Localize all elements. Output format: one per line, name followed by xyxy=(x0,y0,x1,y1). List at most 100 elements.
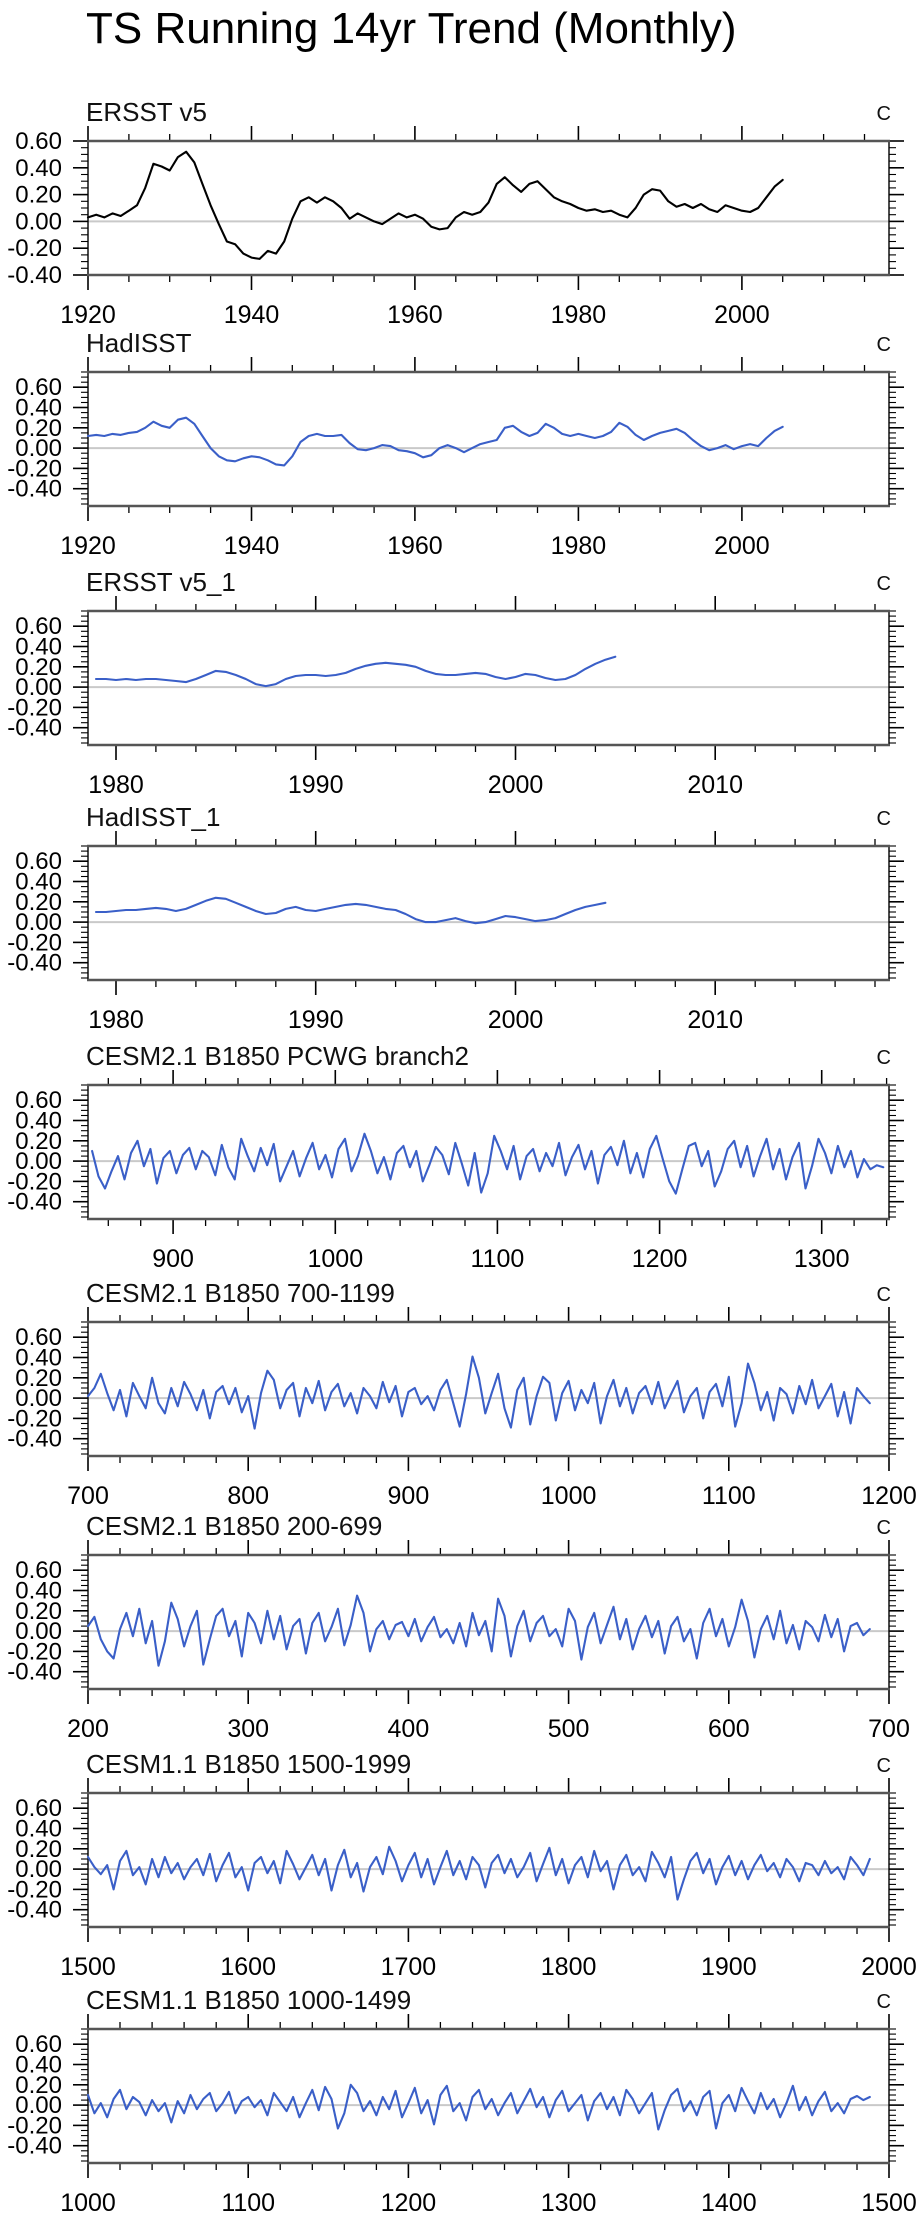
svg-text:-0.20: -0.20 xyxy=(7,929,62,956)
svg-text:1980: 1980 xyxy=(551,301,607,329)
svg-text:-0.40: -0.40 xyxy=(7,476,62,503)
panel-hadisst-1: HadISST_1 C 1980 1990 2000 2010 0.60 0.40 0.20… xyxy=(0,802,921,1038)
unit-label: C xyxy=(876,1517,891,1539)
svg-text:1980: 1980 xyxy=(551,532,607,560)
svg-text:0.00: 0.00 xyxy=(15,435,62,462)
svg-text:-0.20: -0.20 xyxy=(7,694,62,721)
panel-ersst-v5: ERSST v5 C 1920 1940 1960 1980 2000 0.60 0.40 0… xyxy=(0,97,921,333)
svg-text:0.40: 0.40 xyxy=(15,2052,62,2079)
svg-text:1500: 1500 xyxy=(60,1953,116,1981)
panel-title: CESM2.1 B1850 700-1199 xyxy=(86,1278,395,1308)
svg-text:-0.20: -0.20 xyxy=(7,2112,62,2139)
svg-text:1000: 1000 xyxy=(60,2189,116,2217)
svg-text:0.20: 0.20 xyxy=(15,1836,62,1863)
svg-text:0.00: 0.00 xyxy=(15,2092,62,2119)
svg-text:-0.20: -0.20 xyxy=(7,455,62,482)
plot-cesm11-1000-1499: 1000 1100 1200 1300 1400 1500 0.600.400.200.00… xyxy=(7,2014,917,2217)
svg-text:0.20: 0.20 xyxy=(15,1365,62,1392)
unit-label: C xyxy=(876,103,891,125)
svg-text:1980: 1980 xyxy=(88,771,144,799)
svg-text:1100: 1100 xyxy=(221,2189,275,2217)
svg-text:2000: 2000 xyxy=(861,1953,917,1981)
svg-text:1940: 1940 xyxy=(224,301,280,329)
plot-cesm21-200-699: 200 300 400 500 600 700 0.600.400.200.00-0.20-… xyxy=(7,1540,910,1743)
svg-text:0.40: 0.40 xyxy=(15,869,62,896)
svg-text:1920: 1920 xyxy=(60,301,116,329)
svg-text:2000: 2000 xyxy=(488,771,544,799)
svg-text:0.40: 0.40 xyxy=(15,1345,62,1372)
svg-text:-0.40: -0.40 xyxy=(7,1659,62,1686)
svg-text:1200: 1200 xyxy=(381,2189,437,2217)
unit-label: C xyxy=(876,808,891,830)
svg-text:2000: 2000 xyxy=(714,532,770,560)
svg-text:2000: 2000 xyxy=(714,301,770,329)
svg-text:0.60: 0.60 xyxy=(15,2031,62,2058)
unit-label: C xyxy=(876,334,891,356)
svg-text:0.00: 0.00 xyxy=(15,1856,62,1883)
panel-title: CESM1.1 B1850 1000-1499 xyxy=(86,1985,412,2015)
unit-label: C xyxy=(876,1047,891,1069)
panel-cesm21-200-699: CESM2.1 B1850 200-699 C 200 300 400 500 600 7… xyxy=(0,1511,921,1747)
panel-title: HadISST xyxy=(86,328,192,358)
svg-text:-0.40: -0.40 xyxy=(7,262,62,289)
svg-text:600: 600 xyxy=(708,1715,750,1743)
svg-text:0.40: 0.40 xyxy=(15,1578,62,1605)
svg-text:2010: 2010 xyxy=(687,1006,743,1034)
panel-hadisst: HadISST C 1920 1940 1960 1980 2000 0.60 0.40 0.… xyxy=(0,328,921,564)
svg-text:0.60: 0.60 xyxy=(15,848,62,875)
panel-cesm11-1500-1999: CESM1.1 B1850 1500-1999 C 1500 1600 1700 18… xyxy=(0,1749,921,1985)
svg-text:-0.40: -0.40 xyxy=(7,950,62,977)
plot-cesm11-1500-1999: 1500 1600 1700 1800 1900 2000 0.600.400.200.00… xyxy=(7,1778,917,1981)
svg-text:1000: 1000 xyxy=(307,1245,363,1273)
svg-text:-0.20: -0.20 xyxy=(7,1168,62,1195)
panel-title: CESM1.1 B1850 1500-1999 xyxy=(86,1749,412,1779)
svg-text:2000: 2000 xyxy=(488,1006,544,1034)
svg-text:0.20: 0.20 xyxy=(15,2072,62,2099)
svg-text:-0.40: -0.40 xyxy=(7,1189,62,1216)
svg-text:200: 200 xyxy=(67,1715,109,1743)
panel-title: ERSST v5 xyxy=(86,97,207,127)
svg-text:0.20: 0.20 xyxy=(15,1598,62,1625)
plot-cesm21-700-1199: 700 800 900 1000 1100 12000.600.400.200.00-0.… xyxy=(7,1307,917,1510)
svg-text:1900: 1900 xyxy=(701,1953,757,1981)
panel-title: ERSST v5_1 xyxy=(86,567,236,597)
svg-text:1990: 1990 xyxy=(288,771,344,799)
svg-text:0.40: 0.40 xyxy=(15,155,62,182)
svg-text:0.20: 0.20 xyxy=(15,415,62,442)
svg-text:900: 900 xyxy=(388,1482,430,1510)
svg-text:1940: 1940 xyxy=(224,532,280,560)
svg-text:0.60: 0.60 xyxy=(15,1795,62,1822)
svg-text:0.60: 0.60 xyxy=(15,613,62,640)
svg-text:0.20: 0.20 xyxy=(15,889,62,916)
panel-cesm11-1000-1499: CESM1.1 B1850 1000-1499 C 1000 1100 1200 13… xyxy=(0,1985,921,2221)
figure-title: TS Running 14yr Trend (Monthly) xyxy=(86,4,737,53)
svg-text:0.60: 0.60 xyxy=(15,1324,62,1351)
svg-text:0.00: 0.00 xyxy=(15,1148,62,1175)
unit-label: C xyxy=(876,1755,891,1777)
svg-text:0.00: 0.00 xyxy=(15,1618,62,1645)
svg-text:-0.20: -0.20 xyxy=(7,235,62,262)
svg-text:1200: 1200 xyxy=(861,1482,917,1510)
svg-text:0.00: 0.00 xyxy=(15,909,62,936)
unit-label: C xyxy=(876,573,891,595)
unit-label: C xyxy=(876,1284,891,1306)
svg-text:0.60: 0.60 xyxy=(15,128,62,155)
svg-text:1990: 1990 xyxy=(288,1006,344,1034)
svg-text:0.40: 0.40 xyxy=(15,395,62,422)
svg-text:1960: 1960 xyxy=(387,532,443,560)
svg-text:500: 500 xyxy=(548,1715,590,1743)
svg-text:0.40: 0.40 xyxy=(15,1108,62,1135)
plot-ersst-v5: 1920 1940 1960 1980 2000 0.600.400.200.00-0.2… xyxy=(7,126,904,329)
svg-text:700: 700 xyxy=(868,1715,910,1743)
svg-text:1400: 1400 xyxy=(701,2189,757,2217)
svg-text:-0.20: -0.20 xyxy=(7,1405,62,1432)
svg-text:1300: 1300 xyxy=(794,1245,850,1273)
unit-label: C xyxy=(876,1991,891,2013)
svg-text:1960: 1960 xyxy=(387,301,443,329)
panel-ersst-v5-1: ERSST v5_1 C 1980 1990 2000 2010 0.60 0.40 0.2… xyxy=(0,567,921,803)
svg-text:1000: 1000 xyxy=(541,1482,597,1510)
panel-title: CESM2.1 B1850 PCWG branch2 xyxy=(86,1041,469,1071)
svg-text:0.60: 0.60 xyxy=(15,1557,62,1584)
panel-cesm21-branch2: CESM2.1 B1850 PCWG branch2 C 900 1000 1100… xyxy=(0,1041,921,1277)
